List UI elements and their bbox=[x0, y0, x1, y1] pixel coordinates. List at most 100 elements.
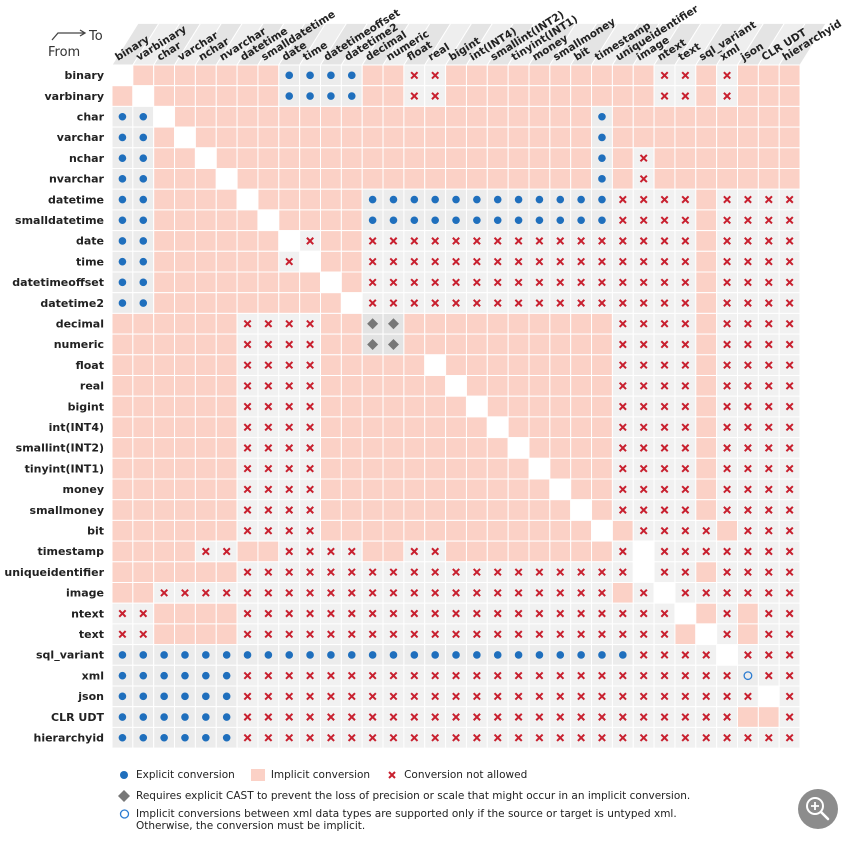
matrix-cell-not-allowed bbox=[424, 706, 447, 728]
matrix-cell-not-allowed bbox=[716, 85, 739, 107]
cross-icon bbox=[201, 588, 210, 597]
cross-icon bbox=[493, 713, 502, 721]
cross-icon bbox=[493, 588, 502, 597]
matrix-cell-not-allowed bbox=[778, 188, 801, 211]
cross-icon bbox=[764, 381, 773, 390]
matrix-cell-not-allowed bbox=[611, 354, 634, 376]
cross-icon bbox=[681, 299, 690, 307]
matrix-cell-not-allowed bbox=[340, 602, 363, 625]
matrix-cell-not-allowed bbox=[549, 602, 572, 625]
matrix-cell-implicit bbox=[132, 437, 155, 459]
cross-icon bbox=[306, 733, 314, 742]
matrix-cell-not-allowed bbox=[570, 685, 593, 708]
matrix-cell-implicit bbox=[445, 457, 467, 480]
matrix-cell-implicit bbox=[340, 188, 363, 211]
matrix-cell-implicit bbox=[445, 105, 467, 128]
matrix-cell-implicit bbox=[486, 85, 509, 107]
matrix-cell-implicit bbox=[465, 375, 488, 397]
matrix-cell-implicit bbox=[549, 540, 572, 563]
matrix-cell-not-allowed bbox=[299, 375, 321, 397]
cross-icon bbox=[702, 588, 711, 597]
cross-icon bbox=[681, 278, 690, 287]
matrix-cell-implicit bbox=[528, 395, 551, 418]
cross-icon bbox=[723, 713, 731, 721]
matrix-cell-implicit bbox=[445, 168, 467, 190]
explicit-dot-icon bbox=[368, 216, 377, 225]
row-label: nvarchar bbox=[49, 173, 105, 186]
matrix-cell-explicit bbox=[132, 664, 155, 687]
cross-icon bbox=[389, 568, 398, 577]
matrix-cell-implicit bbox=[111, 375, 134, 397]
cross-icon bbox=[785, 713, 794, 721]
cross-icon bbox=[577, 568, 586, 577]
matrix-cell-explicit bbox=[591, 644, 613, 666]
matrix-cell-explicit bbox=[111, 168, 134, 190]
matrix-cell-explicit bbox=[424, 188, 447, 211]
cross-icon bbox=[639, 174, 648, 183]
cross-icon bbox=[639, 319, 648, 328]
matrix-cell-same-type bbox=[507, 437, 530, 459]
matrix-cell-not-allowed bbox=[757, 312, 780, 335]
matrix-cell-implicit bbox=[215, 312, 238, 335]
matrix-cell-implicit bbox=[716, 126, 739, 149]
matrix-cell-implicit bbox=[320, 209, 342, 232]
cross-icon bbox=[472, 278, 481, 287]
cross-icon bbox=[493, 237, 502, 245]
cross-icon bbox=[327, 713, 335, 721]
matrix-cell-implicit bbox=[403, 375, 426, 397]
matrix-cell-implicit bbox=[111, 416, 134, 439]
cross-icon bbox=[702, 547, 711, 556]
cross-icon bbox=[472, 588, 481, 597]
matrix-cell-not-allowed bbox=[570, 271, 593, 294]
matrix-cell-implicit bbox=[695, 457, 718, 480]
cross-icon bbox=[764, 588, 773, 597]
matrix-cell-implicit bbox=[403, 126, 426, 149]
matrix-cell-explicit bbox=[132, 644, 155, 666]
matrix-cell-not-allowed bbox=[570, 726, 593, 749]
matrix-cell-not-allowed bbox=[424, 250, 447, 273]
cross-icon bbox=[306, 361, 314, 370]
matrix-cell-not-allowed bbox=[570, 664, 593, 687]
matrix-cell-explicit bbox=[132, 209, 155, 232]
matrix-cell-explicit bbox=[591, 168, 613, 190]
explicit-dot-icon bbox=[139, 133, 148, 142]
explicit-dot-icon bbox=[368, 651, 377, 659]
matrix-cell-not-allowed bbox=[486, 271, 509, 294]
matrix-cell-implicit bbox=[153, 147, 176, 170]
cross-icon bbox=[118, 630, 127, 639]
matrix-cell-not-allowed bbox=[299, 478, 321, 501]
matrix-cell-not-allowed bbox=[445, 623, 467, 646]
matrix-cell-not-allowed bbox=[653, 333, 676, 356]
cross-icon bbox=[618, 692, 627, 701]
matrix-cell-not-allowed bbox=[236, 333, 259, 356]
matrix-cell-implicit bbox=[153, 312, 176, 335]
matrix-cell-not-allowed bbox=[611, 209, 634, 232]
matrix-cell-implicit bbox=[591, 499, 613, 521]
matrix-cell-implicit bbox=[695, 105, 718, 128]
matrix-cell-explicit bbox=[132, 126, 155, 149]
cross-icon bbox=[577, 630, 586, 639]
matrix-cell-implicit bbox=[257, 188, 280, 211]
matrix-cell-implicit bbox=[570, 126, 593, 149]
cross-icon bbox=[785, 526, 794, 535]
cross-icon bbox=[327, 671, 335, 680]
matrix-cell-same-type bbox=[340, 292, 363, 314]
matrix-cell-explicit bbox=[445, 188, 467, 211]
matrix-cell-implicit bbox=[361, 105, 384, 128]
matrix-cell-implicit bbox=[549, 168, 572, 190]
matrix-cell-implicit bbox=[549, 354, 572, 376]
matrix-cell-explicit bbox=[278, 644, 301, 666]
cross-icon bbox=[285, 485, 294, 494]
cross-icon bbox=[264, 733, 273, 742]
matrix-cell-not-allowed bbox=[361, 250, 384, 273]
explicit-dot-icon bbox=[118, 112, 127, 121]
matrix-cell-implicit bbox=[340, 168, 363, 190]
matrix-cell-not-allowed bbox=[757, 354, 780, 376]
row-label: text bbox=[79, 628, 104, 641]
cross-icon bbox=[285, 319, 294, 328]
matrix-cell-implicit bbox=[695, 499, 718, 521]
matrix-cell-implicit bbox=[132, 561, 155, 583]
zoom-in-button[interactable] bbox=[798, 789, 838, 829]
row-label: binary bbox=[65, 69, 105, 82]
matrix-cell-explicit bbox=[174, 664, 196, 687]
